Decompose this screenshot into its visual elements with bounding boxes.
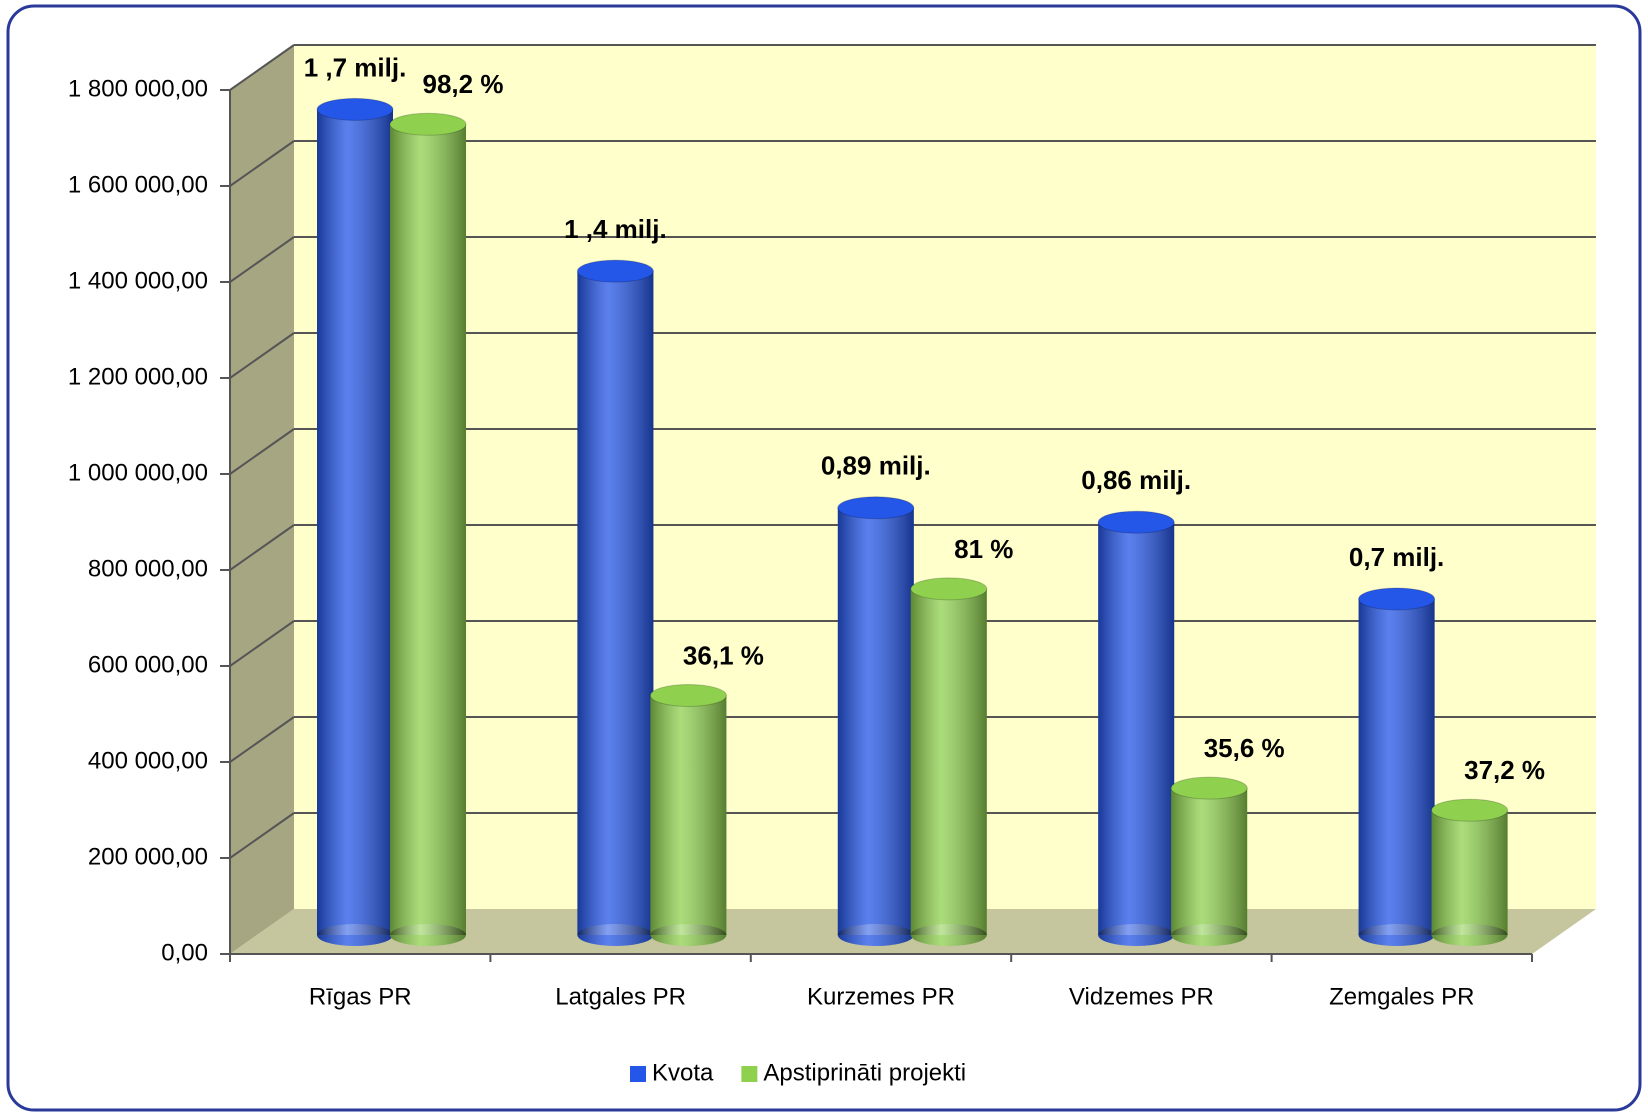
grid-line — [229, 140, 295, 187]
x-tick-label: Latgales PR — [555, 983, 686, 1010]
legend-label: Apstiprināti projekti — [763, 1059, 966, 1086]
annotation: 37,2 % — [1464, 755, 1545, 785]
bar-shade — [650, 695, 727, 935]
annotation: 81 % — [954, 534, 1013, 564]
bar-top — [1431, 798, 1509, 822]
value-label: 0,86 milj. — [1081, 465, 1191, 495]
grid-line — [229, 812, 295, 859]
value-label: 0,7 milj. — [1349, 542, 1444, 572]
x-tick-label: Rīgas PR — [309, 983, 412, 1010]
bar-shade — [837, 507, 914, 935]
bar-top — [649, 683, 727, 707]
x-tick-label: Vidzemes PR — [1069, 983, 1214, 1010]
grid-line — [229, 428, 295, 475]
grid-line — [229, 524, 295, 571]
bar-top — [1358, 587, 1436, 611]
bar-shade — [317, 109, 393, 935]
legend-swatch — [630, 1066, 646, 1082]
grid-line — [229, 236, 295, 283]
grid-line — [229, 44, 295, 91]
grid-line — [229, 716, 295, 763]
y-tick-label: 800 000,00 — [88, 555, 208, 582]
x-tick-label: Zemgales PR — [1329, 983, 1474, 1010]
y-tick-label: 1 800 000,00 — [68, 75, 208, 102]
bar-top — [910, 577, 988, 601]
annotation: 36,1 % — [683, 640, 764, 670]
bar-shade — [390, 124, 466, 935]
y-tick-label: 0,00 — [161, 939, 208, 966]
side-wall — [230, 44, 294, 954]
value-label: 1 ,4 milj. — [564, 214, 667, 244]
bar-shade — [577, 271, 654, 935]
legend-swatch — [741, 1066, 758, 1082]
bar-shade — [1358, 599, 1435, 935]
bar-shade — [1431, 810, 1508, 935]
y-tick-label: 1 400 000,00 — [68, 267, 208, 294]
bar-top — [316, 97, 394, 121]
grid-line — [229, 332, 295, 379]
bar-top — [837, 496, 915, 520]
legend-label: Kvota — [652, 1059, 714, 1086]
bar-top — [1170, 776, 1248, 800]
y-tick-label: 200 000,00 — [88, 843, 208, 870]
y-tick-label: 600 000,00 — [88, 651, 208, 678]
x-tick-label: Kurzemes PR — [807, 983, 955, 1010]
bar-top — [1097, 510, 1175, 534]
annotation: 98,2 % — [423, 69, 504, 99]
value-label: 0,89 milj. — [821, 451, 931, 481]
value-label: 1 ,7 milj. — [304, 52, 407, 82]
y-tick-label: 1 000 000,00 — [68, 459, 208, 486]
bar-top — [576, 259, 654, 283]
y-tick-label: 400 000,00 — [88, 747, 208, 774]
annotation: 35,6 % — [1204, 733, 1285, 763]
grid-line — [229, 620, 295, 667]
y-tick-label: 1 200 000,00 — [68, 363, 208, 390]
bar-shade — [910, 588, 987, 935]
bar-shade — [1171, 788, 1248, 935]
bar-top — [389, 112, 467, 136]
bar-shade — [1098, 522, 1175, 935]
y-tick-label: 1 600 000,00 — [68, 171, 208, 198]
